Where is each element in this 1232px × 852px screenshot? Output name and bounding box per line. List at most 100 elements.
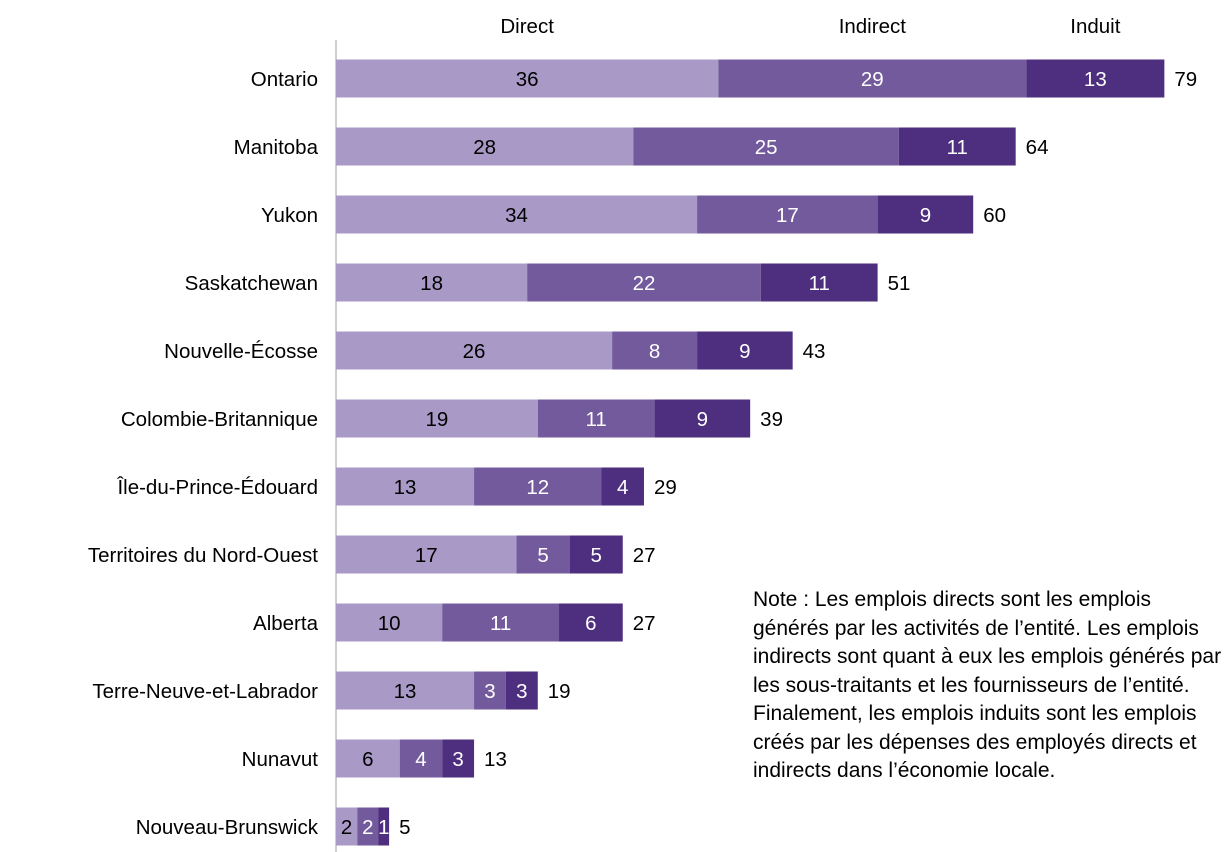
total-label: 27 xyxy=(633,544,656,567)
bar-segment-induit xyxy=(559,603,623,642)
total-label: 64 xyxy=(1026,136,1049,159)
bar-segment-direct xyxy=(336,467,475,506)
bar-segment-induit xyxy=(505,671,538,710)
bar-segment-direct xyxy=(336,671,475,710)
bar-segment-indirect xyxy=(442,603,560,642)
segment-label-induit: 3 xyxy=(516,680,527,703)
segment-label-indirect: 22 xyxy=(633,272,656,295)
bar-segment-direct xyxy=(336,603,443,642)
total-label: 5 xyxy=(399,816,410,839)
segment-label-indirect: 12 xyxy=(526,476,549,499)
legend-entry-indirect: Indirect xyxy=(839,15,907,38)
total-label: 51 xyxy=(888,272,911,295)
segment-label-direct: 19 xyxy=(425,408,448,431)
total-label: 60 xyxy=(983,204,1006,227)
segment-label-induit: 1 xyxy=(378,816,389,839)
category-label: Saskatchewan xyxy=(185,272,318,295)
total-label: 27 xyxy=(633,612,656,635)
category-label: Nouveau-Brunswick xyxy=(136,816,319,839)
segment-label-induit: 5 xyxy=(590,544,601,567)
segment-label-direct: 18 xyxy=(420,272,443,295)
bar-segment-indirect xyxy=(474,467,602,506)
bar-segments xyxy=(336,59,1165,846)
segment-label-indirect: 4 xyxy=(415,748,426,771)
category-label: Nouvelle-Écosse xyxy=(164,340,318,363)
segment-label-induit: 9 xyxy=(697,408,708,431)
bar-segment-direct xyxy=(336,263,528,302)
segment-label-indirect: 8 xyxy=(649,340,660,363)
bar-segment-indirect xyxy=(612,331,698,370)
bar-segment-induit xyxy=(654,399,751,438)
total-label: 79 xyxy=(1174,68,1197,91)
total-label: 13 xyxy=(484,748,507,771)
category-label: Manitoba xyxy=(234,136,319,159)
segment-label-indirect: 5 xyxy=(537,544,548,567)
total-label: 29 xyxy=(654,476,677,499)
bar-segment-induit xyxy=(569,535,623,574)
bar-segment-induit xyxy=(601,467,644,506)
segment-label-indirect: 29 xyxy=(861,68,884,91)
bar-segment-indirect xyxy=(633,127,899,166)
total-label: 39 xyxy=(760,408,783,431)
category-label: Colombie-Britannique xyxy=(121,408,318,431)
bar-segment-indirect xyxy=(516,535,570,574)
bar-segment-indirect xyxy=(399,739,443,778)
segment-label-direct: 2 xyxy=(341,816,352,839)
bar-segment-induit xyxy=(442,739,475,778)
segment-label-induit: 9 xyxy=(920,204,931,227)
bar-segment-direct xyxy=(336,535,517,574)
segment-label-direct: 13 xyxy=(394,680,417,703)
total-label: 43 xyxy=(803,340,826,363)
segment-label-direct: 34 xyxy=(505,204,528,227)
segment-label-indirect: 17 xyxy=(776,204,799,227)
segment-label-induit: 11 xyxy=(947,136,968,159)
bar-segment-direct xyxy=(336,127,634,166)
bar-segment-induit xyxy=(378,807,390,846)
segment-label-indirect: 11 xyxy=(586,408,607,431)
bar-segment-direct xyxy=(336,739,400,778)
segment-label-indirect: 11 xyxy=(490,612,511,635)
bar-segment-direct xyxy=(336,59,719,98)
segment-label-direct: 17 xyxy=(415,544,438,567)
segment-label-indirect: 25 xyxy=(755,136,778,159)
bar-segment-direct xyxy=(336,807,358,846)
bar-segment-indirect xyxy=(718,59,1027,98)
bar-segment-indirect xyxy=(527,263,761,302)
segment-label-direct: 26 xyxy=(463,340,486,363)
category-label: Ontario xyxy=(251,68,318,91)
bar-segment-direct xyxy=(336,195,698,234)
segment-label-direct: 36 xyxy=(516,68,539,91)
bar-segment-induit xyxy=(1026,59,1165,98)
category-label: Alberta xyxy=(253,612,319,635)
category-label: Île-du-Prince-Édouard xyxy=(116,476,318,499)
category-labels: Ontario Manitoba Yukon Saskatchewan Nouvelle… xyxy=(88,68,319,839)
chart-note: Note : Les emplois directs sont les empl… xyxy=(753,588,1222,782)
bar-segment-induit xyxy=(898,127,1016,166)
segment-label-induit: 13 xyxy=(1084,68,1107,91)
segment-label-indirect: 3 xyxy=(484,680,495,703)
segment-label-direct: 10 xyxy=(378,612,401,635)
bar-segment-induit xyxy=(697,331,793,370)
category-label: Nunavut xyxy=(242,748,319,771)
segment-label-induit: 3 xyxy=(452,748,463,771)
category-label: Yukon xyxy=(261,204,318,227)
bar-segment-indirect xyxy=(357,807,379,846)
legend-entry-direct: Direct xyxy=(500,15,554,38)
segment-label-induit: 6 xyxy=(585,612,596,635)
segment-label-direct: 13 xyxy=(394,476,417,499)
bar-segment-direct xyxy=(336,399,538,438)
total-label: 19 xyxy=(548,680,571,703)
bar-segment-induit xyxy=(760,263,878,302)
segment-label-induit: 4 xyxy=(617,476,628,499)
bar-segment-induit xyxy=(877,195,974,234)
legend-entry-induit: Induit xyxy=(1070,15,1120,38)
bar-segment-direct xyxy=(336,331,613,370)
segment-label-direct: 28 xyxy=(473,136,496,159)
segment-label-induit: 9 xyxy=(739,340,750,363)
bar-segment-indirect xyxy=(697,195,878,234)
segment-label-indirect: 2 xyxy=(362,816,373,839)
segment-label-induit: 11 xyxy=(809,272,830,295)
